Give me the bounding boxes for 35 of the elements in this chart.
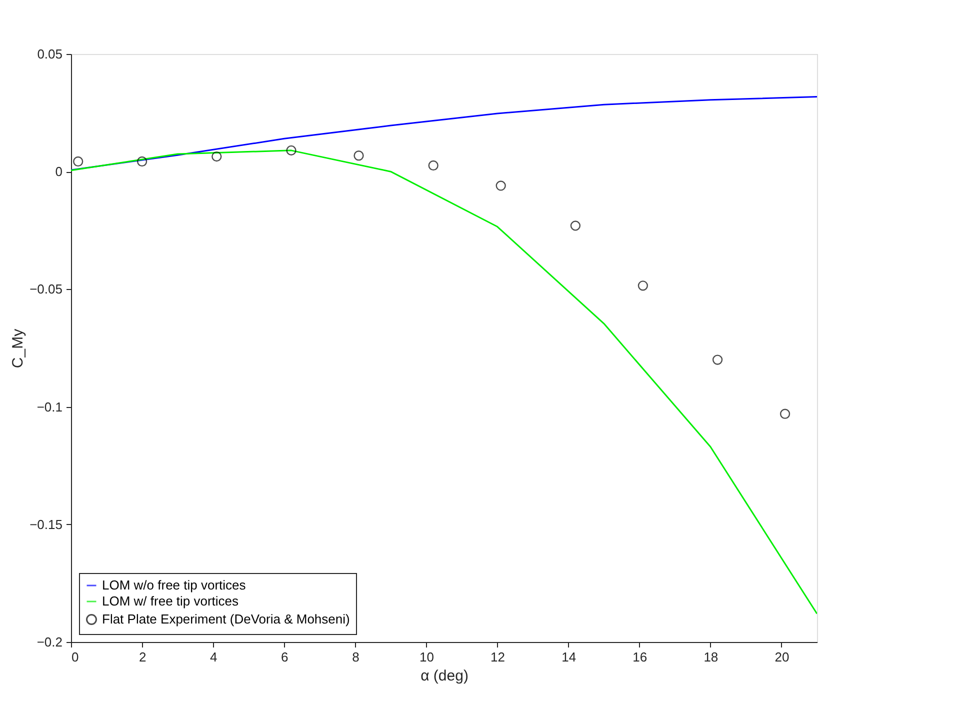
line-series — [71, 150, 817, 615]
point — [73, 156, 84, 167]
point — [354, 150, 364, 161]
y-tick-label: 0.05 — [37, 46, 62, 62]
x-tick-label: 16 — [632, 650, 648, 664]
point — [212, 151, 222, 162]
x-tick-label: 12 — [490, 650, 506, 664]
point — [638, 280, 648, 291]
y-tick-label: −0.05 — [30, 282, 62, 297]
line-series — [71, 96, 817, 171]
x-axis-title: α (deg) — [420, 668, 468, 684]
point — [780, 408, 790, 419]
point — [136, 156, 148, 167]
x-tick-label: 4 — [210, 650, 218, 664]
x-tick-label: 20 — [774, 650, 790, 664]
x-tick-label: 2 — [138, 650, 146, 664]
point — [428, 160, 438, 171]
y-tick-label: 0 — [55, 164, 62, 180]
x-tick-label: 8 — [352, 650, 360, 664]
x-tick-label: 14 — [562, 650, 576, 664]
y-axis-title: C_My — [10, 328, 27, 368]
point — [286, 145, 296, 156]
x-tick-label: 0 — [72, 650, 79, 664]
y-tick-label: −0.1 — [36, 399, 62, 414]
y-tick-label: −0.15 — [30, 516, 62, 532]
x-tick-label: 6 — [281, 650, 288, 664]
x-tick-label: 10 — [420, 650, 434, 664]
legend-label: LOM w/o free tip vortices — [102, 578, 246, 592]
point — [712, 354, 723, 365]
x-tick-label: 18 — [704, 650, 718, 664]
point — [570, 220, 581, 231]
legend-label: Flat Plate Experiment (DeVoria & Mohseni) — [102, 612, 350, 626]
y-tick-label: −0.2 — [36, 634, 62, 650]
point — [496, 180, 506, 191]
legend-label: LOM w/ free tip vortices — [102, 594, 240, 608]
